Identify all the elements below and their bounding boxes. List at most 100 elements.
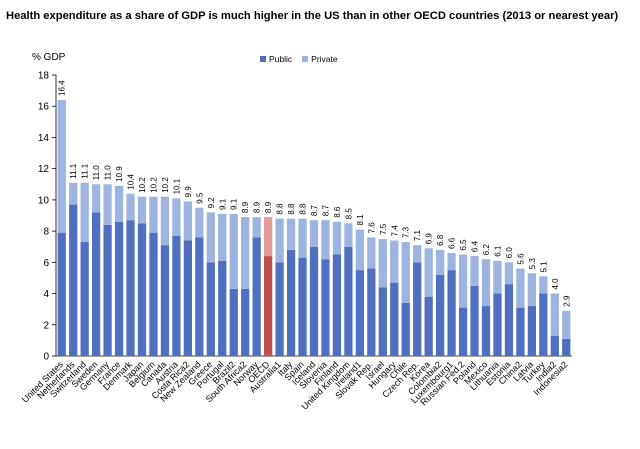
bar-public: [80, 242, 89, 356]
bar-public: [481, 306, 491, 356]
data-label: 10.9: [115, 166, 124, 182]
bar-public: [126, 220, 135, 356]
y-axis-label: % GDP: [32, 52, 66, 63]
bar-public: [103, 224, 112, 356]
y-tick-label: 16: [38, 102, 50, 113]
bar-public: [229, 288, 238, 356]
bar-private: [367, 237, 376, 269]
bar-private: [344, 223, 353, 247]
bar-public: [69, 204, 78, 356]
bar-public: [401, 302, 410, 356]
bar-private: [424, 248, 433, 297]
bar-public: [332, 254, 342, 356]
data-label: 10.2: [149, 177, 158, 193]
data-label: 11.0: [92, 165, 101, 181]
bar-private: [137, 196, 147, 224]
legend: Public Private: [260, 54, 344, 64]
data-label: 5.3: [528, 258, 537, 270]
bar-private: [229, 213, 238, 289]
bar-public: [355, 270, 364, 356]
data-label: 8.9: [264, 201, 273, 213]
bar-public: [252, 237, 261, 356]
data-label: 6.8: [436, 234, 445, 246]
bar-private: [378, 238, 387, 288]
bar-public: [195, 237, 204, 356]
bar-private: [298, 218, 307, 258]
y-tick-label: 6: [43, 258, 49, 269]
data-label: 8.1: [356, 214, 365, 226]
bar-public: [309, 246, 319, 356]
data-label: 2.9: [562, 295, 571, 307]
data-label: 8.9: [253, 201, 262, 213]
bar-private: [252, 217, 261, 238]
data-label: 10.2: [138, 177, 147, 193]
legend-label-private: Private: [311, 54, 338, 64]
bar-private: [447, 252, 456, 271]
data-label: 10.2: [161, 177, 170, 193]
bar-public: [447, 270, 456, 356]
data-label: 6.2: [482, 244, 491, 256]
bar-private: [493, 260, 502, 294]
data-label: 16.4: [58, 80, 67, 96]
bar-private: [562, 310, 571, 339]
bar-private: [126, 193, 135, 221]
bar-public: [516, 307, 525, 356]
data-label: 6.4: [471, 240, 480, 252]
data-label: 7.1: [413, 229, 422, 241]
data-label: 11.1: [69, 163, 78, 179]
bar-public: [206, 262, 215, 356]
bar-public: [92, 212, 101, 356]
data-label: 5.1: [539, 261, 548, 273]
bar-private: [149, 196, 158, 233]
data-label: 6.1: [493, 245, 502, 257]
bar-private: [321, 220, 330, 260]
bar-private: [481, 259, 491, 307]
y-tick-label: 4: [43, 289, 49, 300]
bar-private: [516, 268, 525, 308]
legend-label-public: Public: [269, 54, 293, 64]
bar-public: [378, 287, 387, 356]
data-label: 10.1: [172, 178, 181, 194]
bar-public: [424, 296, 433, 356]
bar-public: [470, 285, 479, 356]
y-tick-label: 18: [38, 71, 50, 82]
bar-private: [413, 245, 422, 263]
data-label: 8.7: [321, 205, 330, 217]
legend-swatch-public: [260, 56, 266, 62]
bar-public: [137, 223, 147, 356]
bar-private: [218, 213, 227, 261]
bar-public: [298, 257, 307, 356]
data-label: 7.6: [367, 222, 376, 234]
data-label: 7.4: [390, 225, 399, 237]
data-label: 6.9: [425, 233, 434, 245]
bar-private: [241, 217, 250, 289]
bar-public: [114, 221, 124, 356]
data-label: 6.6: [448, 237, 457, 249]
bar-public: [241, 288, 250, 356]
bar-private: [57, 99, 66, 233]
data-label: 7.5: [379, 223, 388, 235]
data-label: 6.5: [459, 239, 468, 251]
bar-private: [458, 254, 468, 308]
bar-public: [458, 307, 468, 356]
bar-private: [275, 218, 284, 263]
bar-private: [183, 201, 192, 241]
y-tick-label: 10: [38, 195, 50, 206]
bar-private: [206, 212, 215, 263]
bar-public: [264, 256, 273, 356]
bar-private: [103, 184, 112, 225]
bar-public: [149, 232, 158, 356]
chart-title: Health expenditure as a share of GDP is …: [6, 10, 619, 22]
bar-private: [264, 217, 273, 257]
legend-item-private: Private: [302, 54, 338, 64]
bar-public: [275, 262, 284, 356]
data-label: 11.0: [104, 165, 113, 181]
bar-private: [470, 256, 479, 286]
bar-public: [562, 338, 571, 356]
data-label: 9.1: [230, 198, 239, 210]
bar-private: [436, 249, 445, 275]
data-label: 4.0: [551, 278, 560, 290]
bar-private: [172, 198, 181, 236]
y-tick-label: 0: [43, 352, 49, 363]
bar-private: [195, 207, 204, 238]
